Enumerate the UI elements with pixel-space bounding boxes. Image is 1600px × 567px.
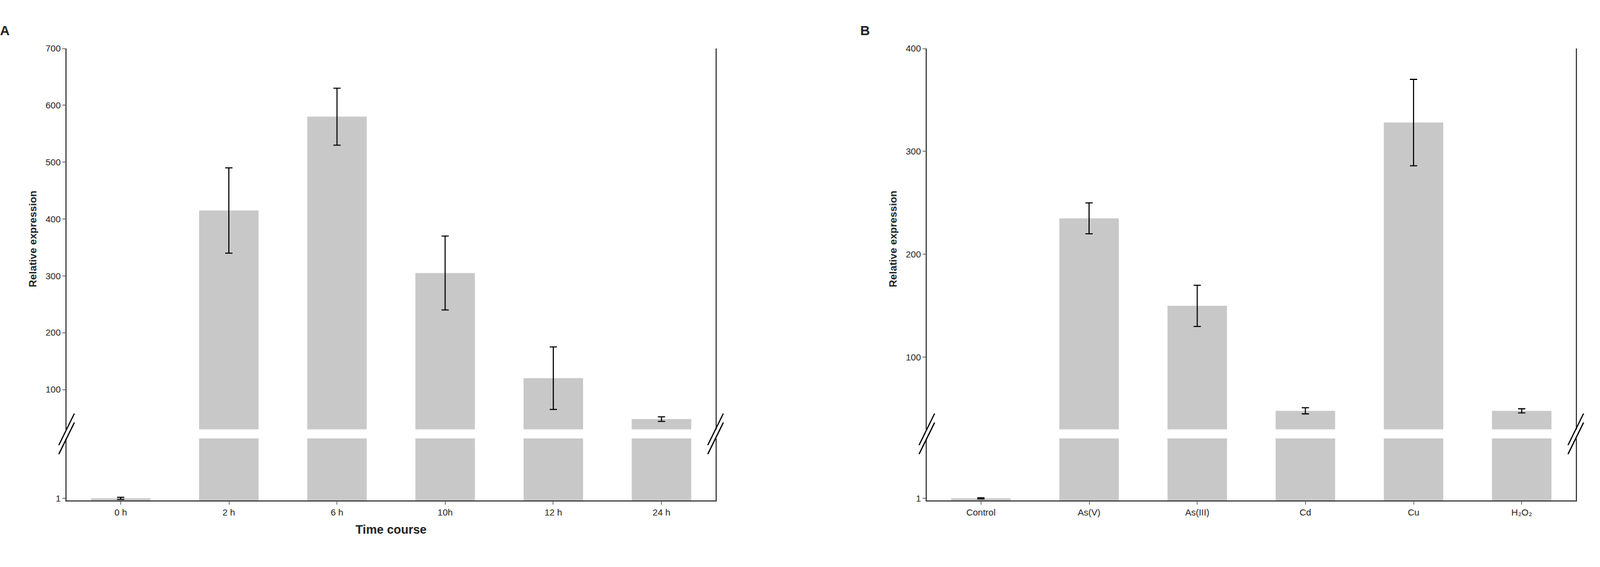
svg-text:600: 600 [45, 99, 61, 111]
svg-text:100: 100 [905, 351, 921, 363]
svg-text:Control: Control [966, 506, 996, 517]
svg-text:200: 200 [45, 326, 61, 338]
svg-text:Relative expression: Relative expression [887, 190, 899, 288]
svg-text:200: 200 [905, 248, 921, 260]
svg-text:300: 300 [905, 145, 921, 157]
svg-text:1: 1 [915, 492, 921, 504]
svg-text:300: 300 [45, 270, 61, 281]
svg-text:400: 400 [905, 42, 921, 54]
svg-text:24 h: 24 h [652, 506, 671, 517]
svg-text:Relative expression: Relative expression [27, 190, 39, 288]
svg-text:500: 500 [45, 156, 61, 168]
svg-text:Cu: Cu [1407, 506, 1419, 517]
svg-text:B: B [860, 23, 870, 39]
svg-text:As(III): As(III) [1185, 506, 1210, 517]
svg-text:700: 700 [45, 42, 61, 54]
svg-text:A: A [0, 23, 10, 39]
svg-text:2 h: 2 h [222, 506, 236, 517]
svg-text:Time course: Time course [355, 522, 427, 536]
svg-text:12 h: 12 h [544, 506, 562, 517]
svg-text:H₂O₂: H₂O₂ [1511, 506, 1533, 517]
svg-text:As(V): As(V) [1077, 506, 1101, 517]
svg-text:10h: 10h [437, 506, 453, 517]
svg-text:1: 1 [55, 492, 61, 504]
svg-text:100: 100 [45, 383, 61, 395]
svg-text:0 h: 0 h [114, 506, 128, 517]
svg-text:400: 400 [45, 213, 61, 224]
svg-text:Cd: Cd [1299, 506, 1312, 517]
svg-text:6 h: 6 h [330, 506, 344, 517]
